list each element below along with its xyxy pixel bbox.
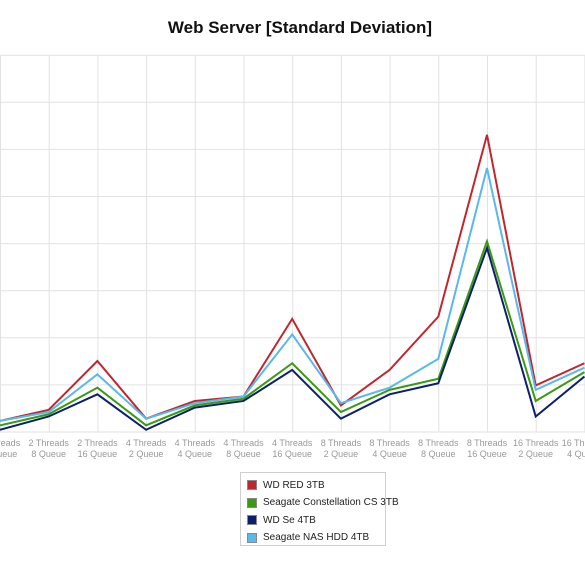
x-tick-label: 4 Threads 16 Queue [272,438,313,459]
legend-swatch [247,532,257,543]
x-tick-label: 2 Threads 16 Queue [77,438,118,459]
x-tick-label: 4 Threads 8 Queue [223,438,264,459]
x-tick-label: 8 Threads 8 Queue [418,438,459,459]
legend-label: WD Se 4TB [263,514,316,526]
legend-label: WD RED 3TB [263,479,325,491]
series-lines [0,134,585,431]
series-line-0 [0,134,585,422]
x-tick-label: 4 Threads 4 Queue [175,438,216,459]
legend-item: Seagate Constellation CS 3TB [247,496,399,510]
legend-swatch [247,515,257,525]
x-tick-label: 16 Threads 2 Queue [513,438,559,459]
series-line-2 [0,244,585,431]
legend-swatch [247,497,257,508]
x-tick-label: 8 Threads 16 Queue [467,438,508,459]
legend-label: Seagate NAS HDD 4TB [263,532,370,543]
grid-lines [0,54,585,433]
legend-item: WD Se 4TB [247,513,316,527]
x-tick-label: 8 Threads 2 Queue [321,438,362,459]
legend-swatch [247,480,257,490]
legend-label: Seagate Constellation CS 3TB [263,497,399,508]
series-line-3 [0,167,585,422]
x-tick-label: 4 Threads 2 Queue [126,438,167,459]
chart-title: Web Server [Standard Deviation] [167,18,433,37]
legend-item: Seagate NAS HDD 4TB [247,531,369,545]
legend-item: WD RED 3TB [247,478,325,492]
legend: WD RED 3TB Seagate Constellation CS 3TB WD… [240,472,399,546]
x-tick-label: 2 Threads 8 Queue [29,438,70,459]
series-line-1 [0,238,585,427]
x-tick-label: 8 Threads 4 Queue [369,438,410,459]
